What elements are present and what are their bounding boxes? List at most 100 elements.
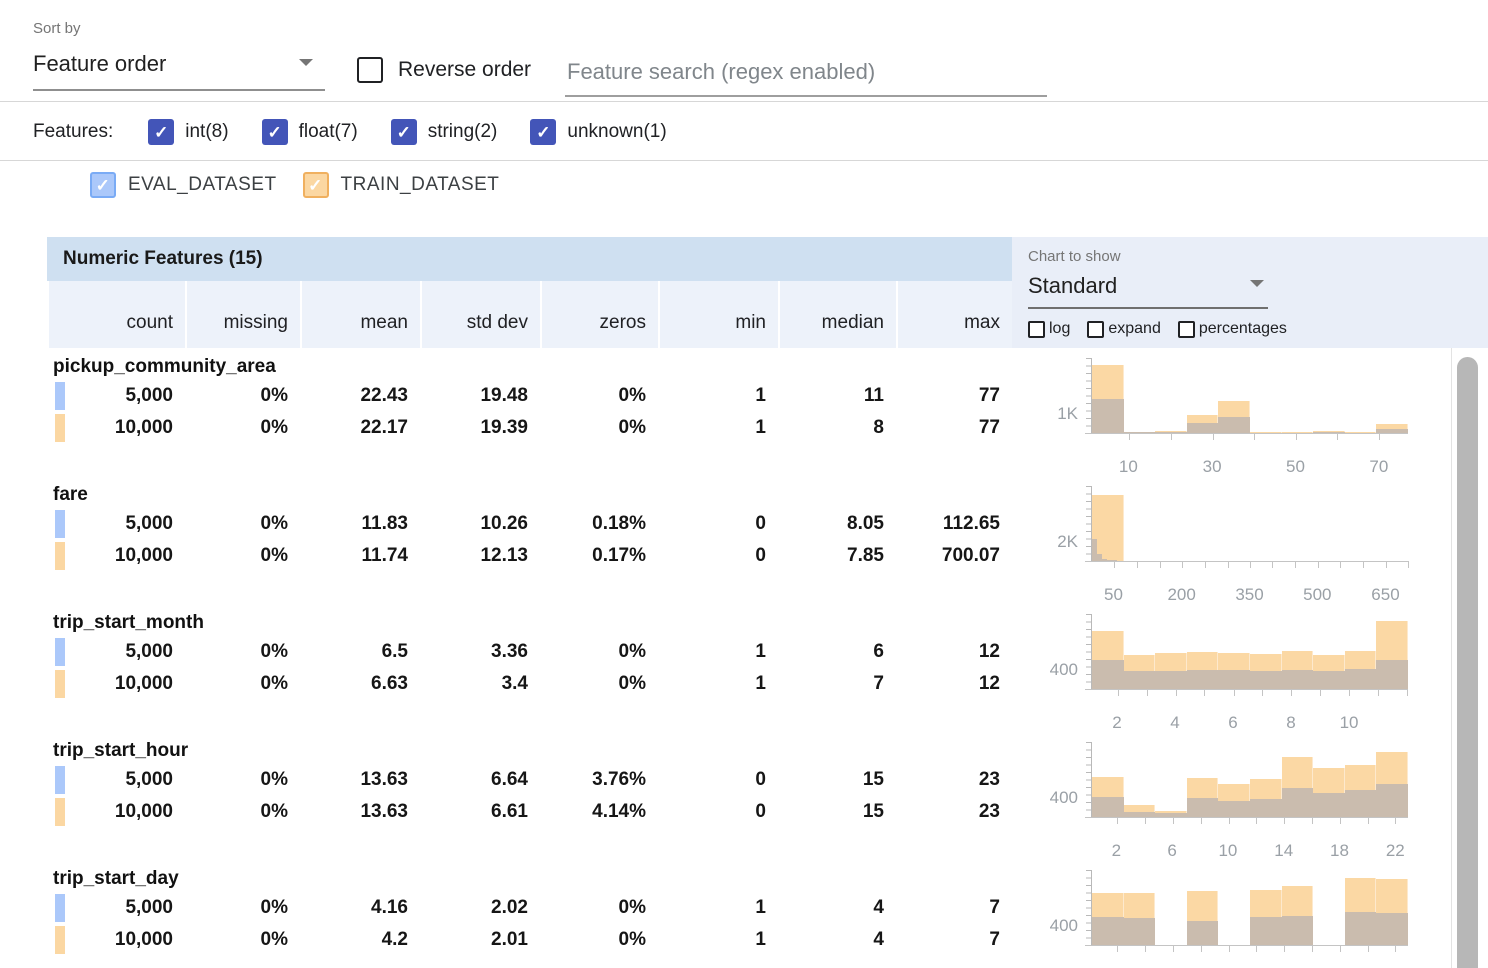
dataset-checkbox[interactable]: ✓ xyxy=(303,172,329,198)
expand-checkbox[interactable] xyxy=(1087,321,1104,338)
histogram-bar-EVAL_DATASET[interactable] xyxy=(1218,417,1250,433)
feature-name: trip_start_month xyxy=(47,606,1012,636)
stat-max: 77 xyxy=(896,385,1012,407)
histogram-bar-EVAL_DATASET[interactable] xyxy=(1218,670,1250,689)
scrollbar-thumb[interactable] xyxy=(1457,357,1478,968)
histogram-bar-EVAL_DATASET[interactable] xyxy=(1345,669,1377,689)
x-axis-tick xyxy=(1118,689,1119,696)
features-filter-label: Features: xyxy=(33,121,113,143)
histogram-plot[interactable] xyxy=(1091,358,1408,433)
x-axis-tick xyxy=(1173,945,1174,952)
stat-missing: 0% xyxy=(185,897,300,919)
log-checkbox[interactable] xyxy=(1028,321,1045,338)
stats-row-TRAIN_DATASET: 10,0000%4.22.010%147 xyxy=(47,924,1012,956)
feature-search-input[interactable] xyxy=(565,55,1047,97)
expand-label: expand xyxy=(1108,320,1161,338)
stat-std-dev: 2.01 xyxy=(420,929,540,951)
stat-max: 77 xyxy=(896,417,1012,439)
stat-missing: 0% xyxy=(185,417,300,439)
chart-type-select[interactable]: Standard xyxy=(1028,271,1268,309)
histogram-bar-EVAL_DATASET[interactable] xyxy=(1313,793,1345,817)
stat-count: 5,000 xyxy=(47,385,185,407)
histogram-bar-EVAL_DATASET[interactable] xyxy=(1313,671,1345,689)
x-axis-tick xyxy=(1295,561,1296,568)
stat-mean: 11.83 xyxy=(300,513,420,535)
dataset-color-marker xyxy=(55,414,65,442)
histogram-plot[interactable] xyxy=(1091,614,1408,689)
stat-max: 7 xyxy=(896,929,1012,951)
filter-checkbox[interactable]: ✓ xyxy=(262,119,288,145)
dataset-color-marker xyxy=(55,670,65,698)
stat-min: 1 xyxy=(658,641,778,663)
histogram-bar-EVAL_DATASET[interactable] xyxy=(1282,916,1314,945)
histogram-plot[interactable] xyxy=(1091,742,1408,817)
filter-item-int8: ✓int(8) xyxy=(148,119,228,145)
stat-count: 10,000 xyxy=(47,801,185,823)
stat-mean: 22.17 xyxy=(300,417,420,439)
histogram-bar-EVAL_DATASET[interactable] xyxy=(1092,917,1124,945)
stat-max: 700.07 xyxy=(896,545,1012,567)
filter-checkbox[interactable]: ✓ xyxy=(148,119,174,145)
stat-zeros: 0% xyxy=(540,641,658,663)
histogram-bar-EVAL_DATASET[interactable] xyxy=(1376,913,1408,945)
histogram-bar-EVAL_DATASET[interactable] xyxy=(1376,660,1408,689)
filter-item-float7: ✓float(7) xyxy=(262,119,358,145)
stat-count: 10,000 xyxy=(47,929,185,951)
histogram-bar-EVAL_DATASET[interactable] xyxy=(1250,917,1282,945)
x-axis-tick xyxy=(1318,561,1319,568)
stat-max: 112.65 xyxy=(896,513,1012,535)
filter-checkbox[interactable]: ✓ xyxy=(391,119,417,145)
dataset-color-marker xyxy=(55,638,65,666)
stat-std-dev: 3.4 xyxy=(420,673,540,695)
stat-missing: 0% xyxy=(185,641,300,663)
histogram-plot[interactable] xyxy=(1091,870,1408,945)
x-axis-label: 10 xyxy=(1119,457,1138,477)
filter-checkbox[interactable]: ✓ xyxy=(530,119,556,145)
x-axis-tick xyxy=(1117,817,1118,824)
x-axis-tick xyxy=(1272,561,1273,568)
x-axis-tick xyxy=(1147,689,1148,696)
stats-row-TRAIN_DATASET: 10,0000%13.636.614.14%01523 xyxy=(47,796,1012,828)
histogram-bar-EVAL_DATASET[interactable] xyxy=(1282,788,1314,818)
histogram-bar-EVAL_DATASET[interactable] xyxy=(1218,801,1250,817)
histogram-bar-EVAL_DATASET[interactable] xyxy=(1250,671,1282,689)
percentages-checkbox[interactable] xyxy=(1178,321,1195,338)
y-axis-label: 1K xyxy=(1012,404,1078,424)
feature-name: pickup_community_area xyxy=(47,350,1012,380)
histogram-bar-EVAL_DATASET[interactable] xyxy=(1282,670,1314,689)
stat-median: 15 xyxy=(778,801,896,823)
reverse-order-checkbox[interactable] xyxy=(357,57,383,83)
histogram-bar-EVAL_DATASET[interactable] xyxy=(1345,912,1377,945)
histogram-bar-EVAL_DATASET[interactable] xyxy=(1092,660,1124,689)
stat-mean: 13.63 xyxy=(300,769,420,791)
histogram-bar-EVAL_DATASET[interactable] xyxy=(1187,921,1219,945)
histogram-bar-EVAL_DATASET[interactable] xyxy=(1187,670,1219,689)
histogram-bar-EVAL_DATASET[interactable] xyxy=(1345,790,1377,818)
histogram-bar-EVAL_DATASET[interactable] xyxy=(1124,918,1156,945)
histogram-bar-EVAL_DATASET[interactable] xyxy=(1124,671,1156,689)
x-axis-tick xyxy=(1349,689,1350,696)
dataset-color-marker xyxy=(55,510,65,538)
histogram-bar-EVAL_DATASET[interactable] xyxy=(1187,423,1219,433)
stat-count: 10,000 xyxy=(47,417,185,439)
sort-order-select[interactable]: Feature order xyxy=(33,49,325,91)
stat-std-dev: 19.39 xyxy=(420,417,540,439)
dataset-checkbox[interactable]: ✓ xyxy=(90,172,116,198)
histogram-bar-EVAL_DATASET[interactable] xyxy=(1155,671,1187,689)
chevron-down-icon xyxy=(1250,280,1264,287)
x-axis-tick xyxy=(1256,817,1257,824)
stat-min: 1 xyxy=(658,929,778,951)
histogram-bar-EVAL_DATASET[interactable] xyxy=(1376,784,1408,817)
histogram-bar-EVAL_DATASET[interactable] xyxy=(1092,399,1124,433)
stat-zeros: 4.14% xyxy=(540,801,658,823)
dataset-legend: ✓EVAL_DATASET✓TRAIN_DATASET xyxy=(90,172,499,198)
x-axis-label: 14 xyxy=(1274,841,1293,861)
histogram-bar-EVAL_DATASET[interactable] xyxy=(1187,798,1219,817)
scrollbar-track-divider xyxy=(1451,348,1452,968)
histogram-bar-EVAL_DATASET[interactable] xyxy=(1092,797,1124,817)
x-axis-tick xyxy=(1296,433,1297,440)
histogram-bar-EVAL_DATASET[interactable] xyxy=(1250,799,1282,817)
y-axis-label: 400 xyxy=(1012,916,1078,936)
histogram-plot[interactable] xyxy=(1091,486,1408,561)
x-axis-label: 10 xyxy=(1340,713,1359,733)
